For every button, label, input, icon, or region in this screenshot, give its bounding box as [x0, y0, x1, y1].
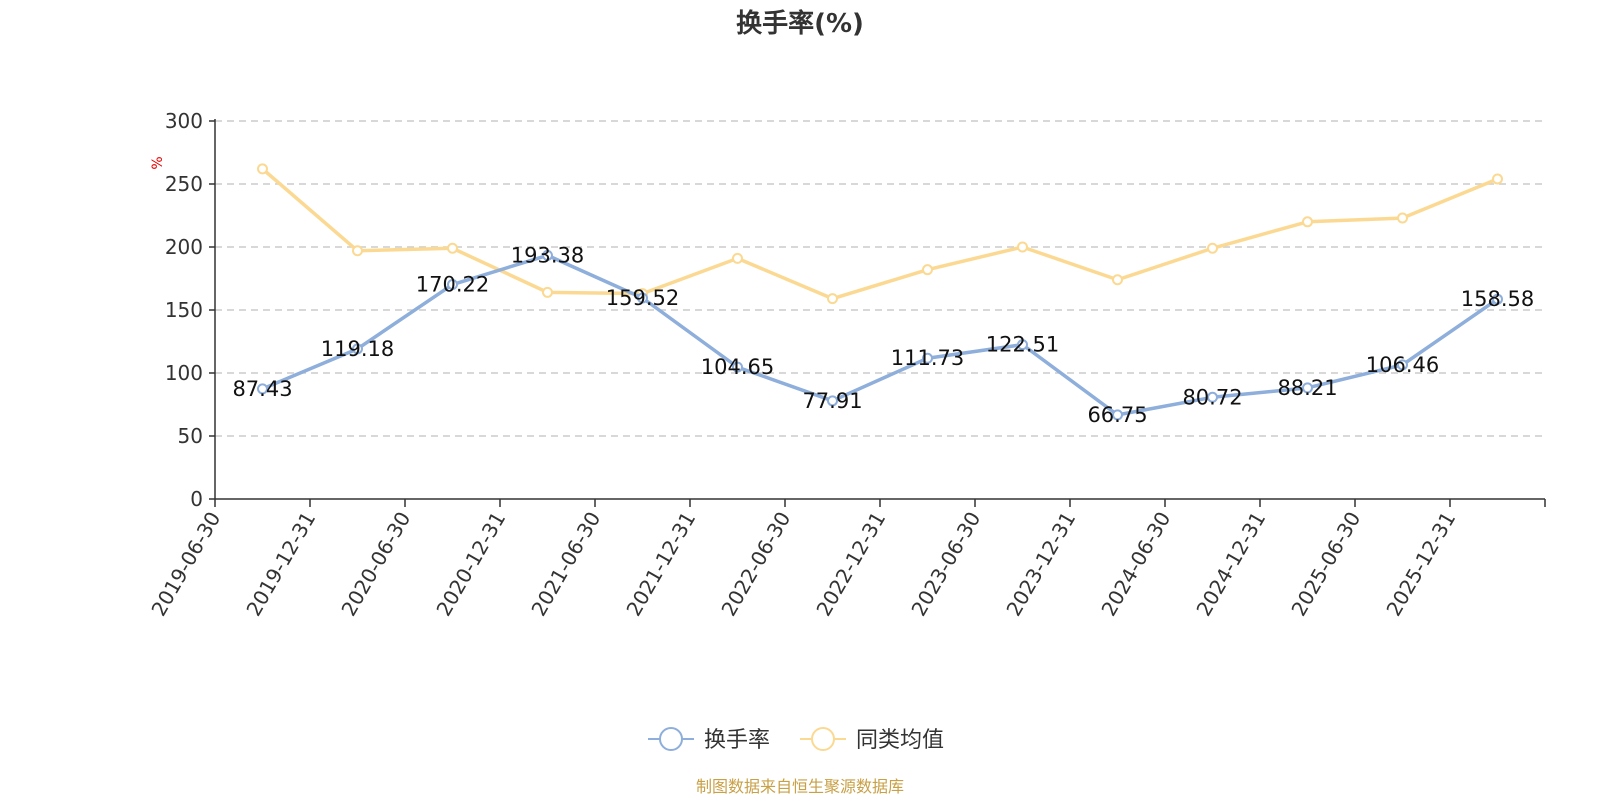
data-point-peer-average: [827, 293, 838, 305]
data-point-turnover-rate: [637, 292, 648, 304]
x-tick-label: 2025-12-31: [1381, 508, 1460, 621]
y-tick-label: 200: [165, 235, 203, 259]
data-label: 66.75: [1087, 403, 1147, 427]
x-tick-label: 2019-06-30: [146, 508, 225, 621]
data-point-peer-average: [1492, 173, 1503, 185]
data-label: 80.72: [1182, 385, 1242, 409]
data-label: 193.38: [511, 243, 584, 267]
data-point-peer-average: [1397, 212, 1408, 224]
data-point-turnover-rate: [732, 361, 743, 373]
source-note: 制图数据来自恒生聚源数据库: [696, 777, 904, 796]
legend-swatch-marker: [811, 727, 835, 751]
data-label: 88.21: [1277, 376, 1337, 400]
x-tick-label: 2023-12-31: [1001, 508, 1080, 621]
data-point-turnover-rate: [542, 249, 553, 261]
chart-title: 换手率(%): [736, 8, 864, 39]
x-tick-label: 2022-12-31: [811, 508, 890, 621]
legend-label: 换手率: [704, 728, 770, 753]
x-tick-label: 2020-06-30: [336, 508, 415, 621]
data-point-peer-average: [542, 286, 553, 298]
series-line-turnover-rate: [261, 253, 1499, 417]
x-tick-label: 2021-06-30: [526, 508, 605, 621]
data-label: 170.22: [416, 273, 489, 297]
data-point-turnover-rate: [1302, 382, 1313, 394]
data-label: 122.51: [986, 333, 1059, 357]
data-point-turnover-rate: [352, 343, 363, 355]
data-point-peer-average: [1112, 274, 1123, 286]
data-point-peer-average: [1207, 242, 1218, 254]
y-tick-label: 300: [165, 109, 203, 133]
x-tick-label: 2023-06-30: [906, 508, 985, 621]
data-labels: 87.43 119.18 170.22 193.38 159.52 104.65 77.91…: [232, 243, 1534, 427]
legend-item-peer-average[interactable]: 同类均值: [800, 727, 944, 753]
x-tick-label: 2025-06-30: [1286, 508, 1365, 621]
grid-lines: [215, 120, 1545, 437]
data-label: 77.91: [802, 389, 862, 413]
data-label: 106.46: [1366, 353, 1439, 377]
data-point-peer-average: [1302, 216, 1313, 228]
data-point-peer-average: [922, 264, 933, 276]
legend[interactable]: 换手率 同类均值: [648, 727, 944, 753]
data-point-peer-average: [1017, 241, 1028, 253]
x-tick-label: 2022-06-30: [716, 508, 795, 621]
y-tick-label: 0: [190, 487, 203, 511]
data-point-peer-average: [257, 163, 268, 175]
data-point-turnover-rate: [1017, 339, 1028, 351]
legend-swatch-marker: [659, 727, 683, 751]
y-tick-label: 50: [178, 424, 203, 448]
data-label: 158.58: [1461, 287, 1534, 311]
data-point-turnover-rate: [1397, 359, 1408, 371]
y-tick-label: 100: [165, 361, 203, 385]
series-line-peer-average: [261, 167, 1499, 301]
data-point-turnover-rate: [447, 279, 458, 291]
y-tick-label: 250: [165, 172, 203, 196]
series-layer: [257, 163, 1503, 421]
legend-label: 同类均值: [856, 728, 944, 753]
data-point-turnover-rate: [1112, 409, 1123, 421]
data-point-turnover-rate: [922, 352, 933, 364]
x-tick-label: 2020-12-31: [431, 508, 510, 621]
y-axis: 0 50 100 150 200 250 300: [165, 109, 216, 511]
x-tick-label: 2024-06-30: [1096, 508, 1175, 621]
y-tick-label: 150: [165, 298, 203, 322]
data-point-turnover-rate: [257, 383, 268, 395]
data-point-turnover-rate: [1492, 293, 1503, 305]
data-label: 104.65: [701, 355, 774, 379]
data-point-peer-average: [732, 252, 743, 264]
legend-item-turnover-rate[interactable]: 换手率: [648, 727, 770, 753]
data-label: 87.43: [232, 377, 292, 401]
x-tick-label: 2024-12-31: [1191, 508, 1270, 621]
data-label: 159.52: [606, 286, 679, 310]
data-point-peer-average: [352, 245, 363, 257]
data-label: 119.18: [321, 337, 394, 361]
x-tick-label: 2021-12-31: [621, 508, 700, 621]
data-point-turnover-rate: [1207, 391, 1218, 403]
data-label: 111.73: [891, 346, 964, 370]
x-axis: 2019-06-30 2019-12-31 2020-06-30 2020-12-31…: [146, 498, 1546, 621]
x-tick-label: 2019-12-31: [241, 508, 320, 621]
y-axis-unit-label: %: [150, 156, 166, 169]
data-point-peer-average: [447, 242, 458, 254]
data-point-turnover-rate: [827, 395, 838, 407]
